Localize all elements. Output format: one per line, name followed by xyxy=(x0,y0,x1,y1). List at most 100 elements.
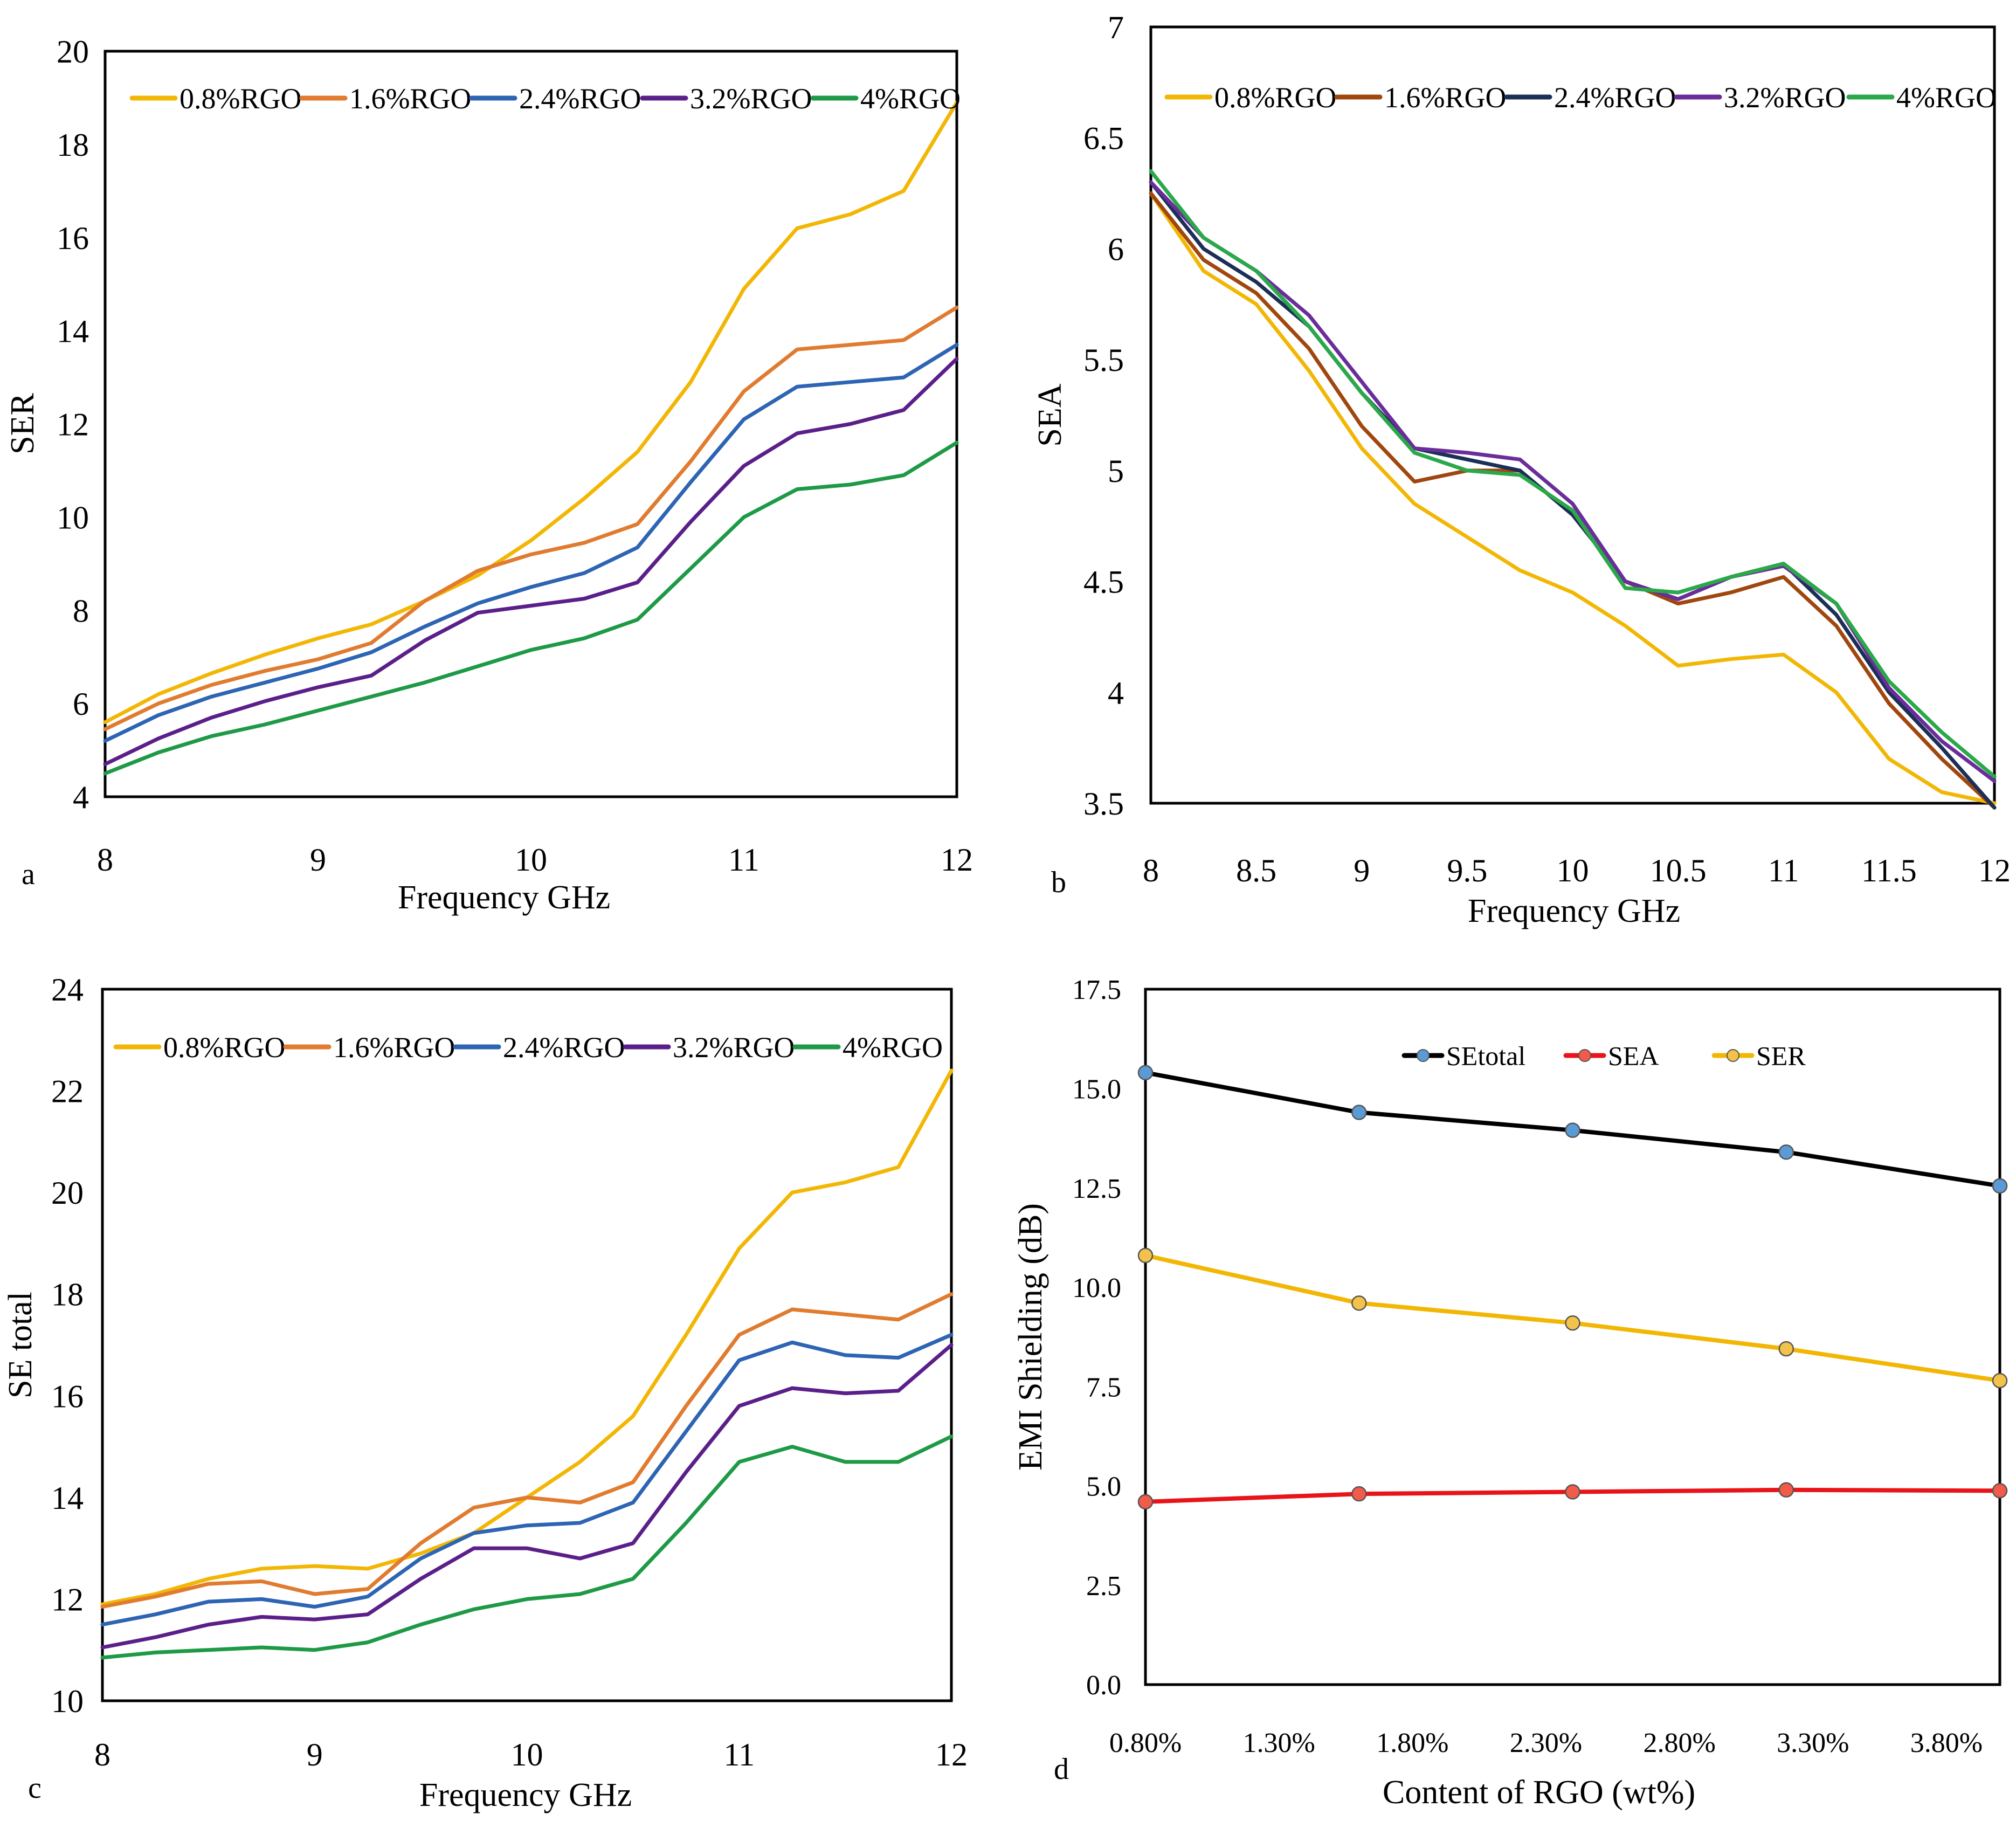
x-tick-label: 8.5 xyxy=(1236,853,1276,888)
y-tick-label: 14 xyxy=(51,1480,84,1516)
x-tick-label: 2.80% xyxy=(1643,1728,1715,1758)
y-tick-label: 14 xyxy=(57,314,89,349)
series-line xyxy=(100,1434,954,1660)
x-tick-label: 8 xyxy=(1143,853,1159,888)
y-tick-label: 16 xyxy=(51,1378,84,1414)
y-tick-label: 18 xyxy=(51,1277,84,1313)
legend-label: 0.8%RGO xyxy=(163,1031,286,1064)
legend-label: 1.6%RGO xyxy=(333,1031,455,1064)
legend-label: 3.2%RGO xyxy=(690,82,812,115)
x-tick-label: 11.5 xyxy=(1861,853,1917,888)
x-tick-label: 12 xyxy=(935,1737,968,1772)
x-tick-label: 11 xyxy=(1768,853,1799,888)
x-tick-label: 9 xyxy=(1354,853,1370,888)
data-point xyxy=(1351,1295,1367,1311)
legend-label: SEtotal xyxy=(1446,1041,1525,1071)
data-point xyxy=(1351,1105,1367,1120)
data-point xyxy=(1565,1122,1580,1138)
x-tick-label: 8 xyxy=(94,1737,111,1772)
panel-c: c 10 12 14 16 18 20 22 24 8 9 10 11 12 Frequency GHz S… xyxy=(2,972,968,1813)
series-line xyxy=(103,343,959,743)
legend-label: SER xyxy=(1756,1041,1806,1071)
x-tick-label: 10.5 xyxy=(1650,853,1707,888)
y-tick-label: 15.0 xyxy=(1072,1074,1121,1105)
series-line xyxy=(103,357,959,766)
data-point xyxy=(1992,1372,2008,1389)
data-point xyxy=(1565,1484,1580,1500)
y-tick-label: 12 xyxy=(51,1582,84,1617)
x-tick-label: 12 xyxy=(1978,853,2011,888)
series-line xyxy=(100,1343,954,1650)
data-point xyxy=(1778,1482,1794,1498)
y-tick-label: 3.5 xyxy=(1083,786,1124,822)
y-tick-label: 10.0 xyxy=(1072,1273,1121,1303)
x-axis-label: Content of RGO (wt%) xyxy=(1383,1774,1695,1811)
x-tick-label: 10 xyxy=(1557,853,1589,888)
y-tick-label: 22 xyxy=(51,1074,84,1109)
x-tick-label: 1.80% xyxy=(1376,1728,1448,1758)
y-tick-label: 4 xyxy=(73,780,89,815)
x-tick-label: 3.30% xyxy=(1777,1728,1849,1758)
legend-label: 4%RGO xyxy=(843,1031,943,1064)
y-tick-label: 17.5 xyxy=(1072,975,1121,1005)
panel-d: d 0.0 2.5 5.0 7.5 10.0 12.5 15.0 17.5 0.80% 1.30%… xyxy=(1012,975,2008,1811)
x-tick-label: 11 xyxy=(728,842,760,878)
x-tick-label: 12 xyxy=(941,842,973,878)
y-tick-label: 5.5 xyxy=(1083,342,1124,378)
y-tick-label: 5.0 xyxy=(1086,1472,1121,1502)
data-point xyxy=(1565,1315,1580,1331)
y-tick-label: 6 xyxy=(1108,231,1124,267)
panel-letter-d: d xyxy=(1054,1753,1069,1786)
data-point xyxy=(1778,1144,1794,1160)
x-tick-label: 10 xyxy=(511,1737,543,1772)
data-point xyxy=(1137,1065,1154,1081)
series-line xyxy=(103,305,959,732)
plot-frame xyxy=(103,50,958,798)
x-tick-label: 9.5 xyxy=(1447,853,1487,888)
y-tick-label: 6.5 xyxy=(1083,121,1124,156)
legend-label: 2.4%RGO xyxy=(519,82,641,115)
data-point xyxy=(1778,1341,1794,1357)
y-tick-label: 20 xyxy=(57,34,89,70)
legend-label: 2.4%RGO xyxy=(503,1031,625,1064)
series-line xyxy=(1149,180,1997,810)
plot-frame xyxy=(1144,988,2001,1686)
y-tick-label: 10 xyxy=(57,500,89,535)
series-line xyxy=(1149,191,1997,810)
y-axis-label: SEA xyxy=(1032,383,1068,446)
x-tick-label: 11 xyxy=(723,1737,755,1772)
panel-letter-b: b xyxy=(1051,866,1066,899)
panel-letter-a: a xyxy=(22,858,35,891)
legend-label: 4%RGO xyxy=(1896,81,1997,114)
panel-letter-c: c xyxy=(28,1771,42,1805)
y-tick-label: 5 xyxy=(1108,453,1124,489)
x-axis-label: Frequency GHz xyxy=(1468,893,1680,929)
legend-label: 3.2%RGO xyxy=(1724,81,1846,114)
y-tick-label: 8 xyxy=(73,593,89,629)
series-line xyxy=(1149,180,1997,783)
legend-label: 0.8%RGO xyxy=(1214,81,1337,114)
plot-frame xyxy=(101,988,953,1702)
x-tick-label: 0.80% xyxy=(1109,1728,1182,1758)
panel-b: b 3.5 4 4.5 5 5.5 6 6.5 7 8 8.5 9 9.5 10 10.5 11 11.5 12… xyxy=(1032,10,2011,929)
legend-label: 3.2%RGO xyxy=(673,1031,795,1064)
legend-label: 1.6%RGO xyxy=(1384,81,1507,114)
legend-label: SEA xyxy=(1608,1041,1659,1071)
y-tick-label: 4 xyxy=(1108,675,1124,710)
y-axis-label: EMI Shielding (dB) xyxy=(1012,1203,1049,1471)
y-axis-label: SE total xyxy=(2,1292,39,1398)
x-tick-label: 9 xyxy=(307,1737,323,1772)
series-line xyxy=(1149,169,1997,779)
x-tick-label: 9 xyxy=(310,842,326,878)
x-tick-label: 10 xyxy=(515,842,547,878)
legend-label: 1.6%RGO xyxy=(349,82,472,115)
y-tick-label: 7 xyxy=(1108,10,1124,45)
series-line xyxy=(103,100,959,725)
data-point xyxy=(1992,1178,2008,1194)
series-line xyxy=(103,440,959,776)
y-tick-label: 12.5 xyxy=(1072,1174,1121,1204)
y-tick-label: 12 xyxy=(57,407,89,443)
x-axis-label: Frequency GHz xyxy=(419,1777,632,1813)
plot-frame xyxy=(1149,25,1996,805)
